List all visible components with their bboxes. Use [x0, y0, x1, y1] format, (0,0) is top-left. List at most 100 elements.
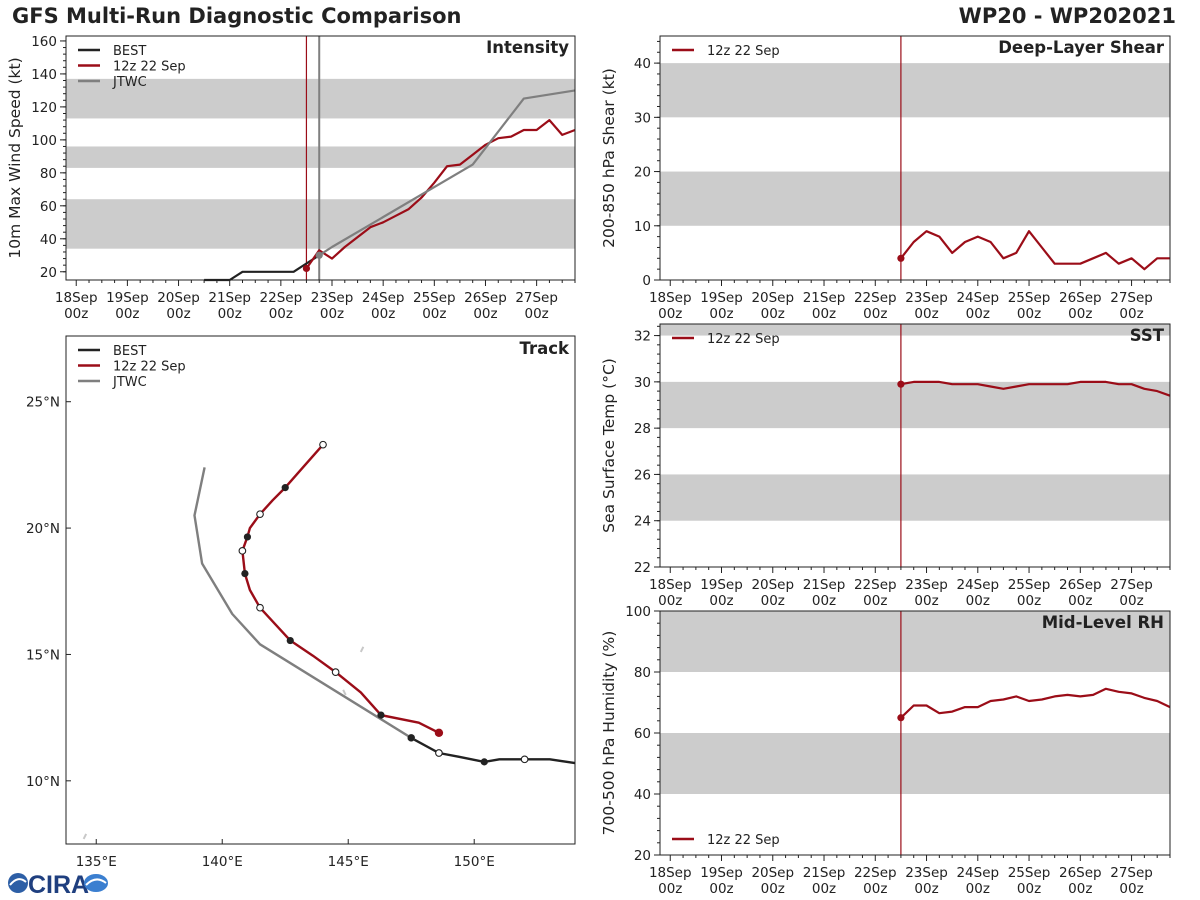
xtick-label-shear: 00z: [658, 306, 682, 322]
band-sst-2: [660, 324, 1170, 336]
ytick-label-rh: 20: [634, 848, 651, 864]
series-point-sst-run: [897, 380, 905, 388]
xtick-label-sst: 19Sep: [700, 577, 743, 593]
frame-shear: [659, 35, 1171, 281]
track-point-open-best: [435, 749, 443, 757]
xtick-label-sst: 21Sep: [803, 577, 846, 593]
lat-tick-label: 20°N: [26, 521, 60, 537]
panel-title-sst: SST: [1130, 326, 1165, 345]
track-point-best: [407, 734, 415, 742]
track-point-open-run: [256, 510, 264, 519]
ylabel-intensity: 10m Max Wind Speed (kt): [6, 57, 24, 258]
track-point-open-run: [256, 603, 264, 612]
band-shear-1: [660, 63, 1170, 118]
xtick-label-rh: 00z: [812, 881, 836, 897]
band-rh-0: [660, 733, 1170, 794]
xtick-label-rh: 19Sep: [700, 865, 743, 881]
xtick-label-rh: 25Sep: [1008, 865, 1051, 881]
ytick-label-shear: 30: [634, 110, 651, 126]
xtick-label-intensity: 00z: [269, 306, 293, 322]
xtick-label-sst: 22Sep: [854, 577, 897, 593]
xtick-label-shear: 19Sep: [700, 290, 743, 306]
xtick-label-rh: 00z: [966, 881, 990, 897]
ytick-label-intensity: 100: [31, 133, 57, 149]
xtick-label-rh: 00z: [1068, 881, 1092, 897]
xtick-label-sst: 00z: [709, 593, 733, 609]
xtick-label-intensity: 23Sep: [311, 290, 354, 306]
cira-logo: CIRA: [8, 871, 108, 898]
panel-title-intensity: Intensity: [486, 38, 569, 57]
panel-rh: 2040608010018Sep00z19Sep00z20Sep00z21Sep…: [600, 604, 1171, 897]
xtick-label-sst: 00z: [914, 593, 938, 609]
band-sst-0: [660, 474, 1170, 521]
ytick-label-sst: 26: [634, 467, 651, 483]
ytick-label-sst: 28: [634, 421, 651, 437]
xtick-label-shear: 27Sep: [1110, 290, 1153, 306]
xtick-label-shear: 18Sep: [649, 290, 692, 306]
legend-label-track: 12z 22 Sep: [113, 360, 186, 375]
series-line-sst-run: [900, 380, 1171, 397]
xtick-label-sst: 23Sep: [905, 577, 948, 593]
wave-icon: [84, 874, 108, 892]
xtick-label-rh: 18Sep: [649, 865, 692, 881]
track-point-run: [434, 728, 444, 737]
xtick-label-intensity: 24Sep: [362, 290, 405, 306]
panel-shear: 01020304018Sep00z19Sep00z20Sep00z21Sep00…: [600, 35, 1171, 322]
xtick-label-sst: 00z: [658, 593, 682, 609]
ytick-label-intensity: 20: [40, 265, 57, 281]
xtick-label-shear: 21Sep: [803, 290, 846, 306]
ytick-label-sst: 32: [634, 329, 651, 345]
ytick-label-rh: 40: [634, 787, 651, 803]
xtick-label-sst: 00z: [966, 593, 990, 609]
track-point-open-run: [331, 668, 340, 676]
frame-sst: [659, 323, 1171, 568]
ytick-label-sst: 30: [634, 375, 651, 391]
lon-tick-label: 135°E: [76, 854, 117, 870]
ytick-label-shear: 0: [642, 273, 651, 289]
xtick-label-rh: 27Sep: [1110, 865, 1153, 881]
xtick-label-shear: 23Sep: [905, 290, 948, 306]
xtick-label-sst: 00z: [812, 593, 836, 609]
island-mark: [82, 833, 88, 840]
series-point-rh-run: [897, 714, 905, 722]
xtick-label-rh: 24Sep: [956, 865, 999, 881]
xtick-label-sst: 00z: [863, 593, 887, 609]
track-point-open-best: [520, 755, 529, 764]
wave-crest-icon: [85, 878, 107, 886]
xtick-label-sst: 00z: [1017, 593, 1041, 609]
xtick-label-rh: 00z: [1119, 881, 1143, 897]
band-sst-1: [660, 381, 1170, 429]
legend-label-intensity: 12z 22 Sep: [113, 60, 186, 75]
track-point-open-run: [238, 546, 247, 555]
xtick-label-intensity: 00z: [166, 306, 190, 322]
xtick-label-sst: 00z: [1119, 593, 1143, 609]
legend-label-rh: 12z 22 Sep: [707, 833, 780, 848]
series-line-intensity-jtwc: [318, 89, 576, 257]
ytick-label-intensity: 80: [40, 166, 57, 182]
xtick-label-intensity: 00z: [473, 306, 497, 322]
xtick-label-shear: 00z: [812, 306, 836, 322]
xtick-label-rh: 00z: [709, 881, 733, 897]
xtick-label-shear: 20Sep: [751, 290, 794, 306]
xtick-label-rh: 22Sep: [854, 865, 897, 881]
band-intensity-0: [66, 199, 575, 249]
legend-label-shear: 12z 22 Sep: [707, 44, 780, 59]
ytick-label-shear: 20: [634, 165, 651, 181]
xtick-label-rh: 26Sep: [1059, 865, 1102, 881]
logo-text: CIRA: [28, 871, 89, 898]
track-point-open-run: [319, 440, 327, 449]
xtick-label-intensity: 27Sep: [515, 290, 558, 306]
ytick-label-rh: 100: [625, 604, 651, 620]
ytick-label-intensity: 140: [31, 67, 57, 83]
ylabel-rh: 700-500 hPa Humidity (%): [600, 631, 618, 836]
xtick-label-shear: 26Sep: [1059, 290, 1102, 306]
xtick-label-intensity: 20Sep: [157, 290, 200, 306]
ytick-label-intensity: 60: [40, 199, 57, 215]
xtick-label-sst: 20Sep: [751, 577, 794, 593]
ytick-label-rh: 80: [634, 665, 651, 681]
xtick-label-intensity: 25Sep: [413, 290, 456, 306]
band-intensity-1: [66, 146, 575, 168]
xtick-label-sst: 25Sep: [1008, 577, 1051, 593]
ytick-label-intensity: 120: [31, 100, 57, 116]
